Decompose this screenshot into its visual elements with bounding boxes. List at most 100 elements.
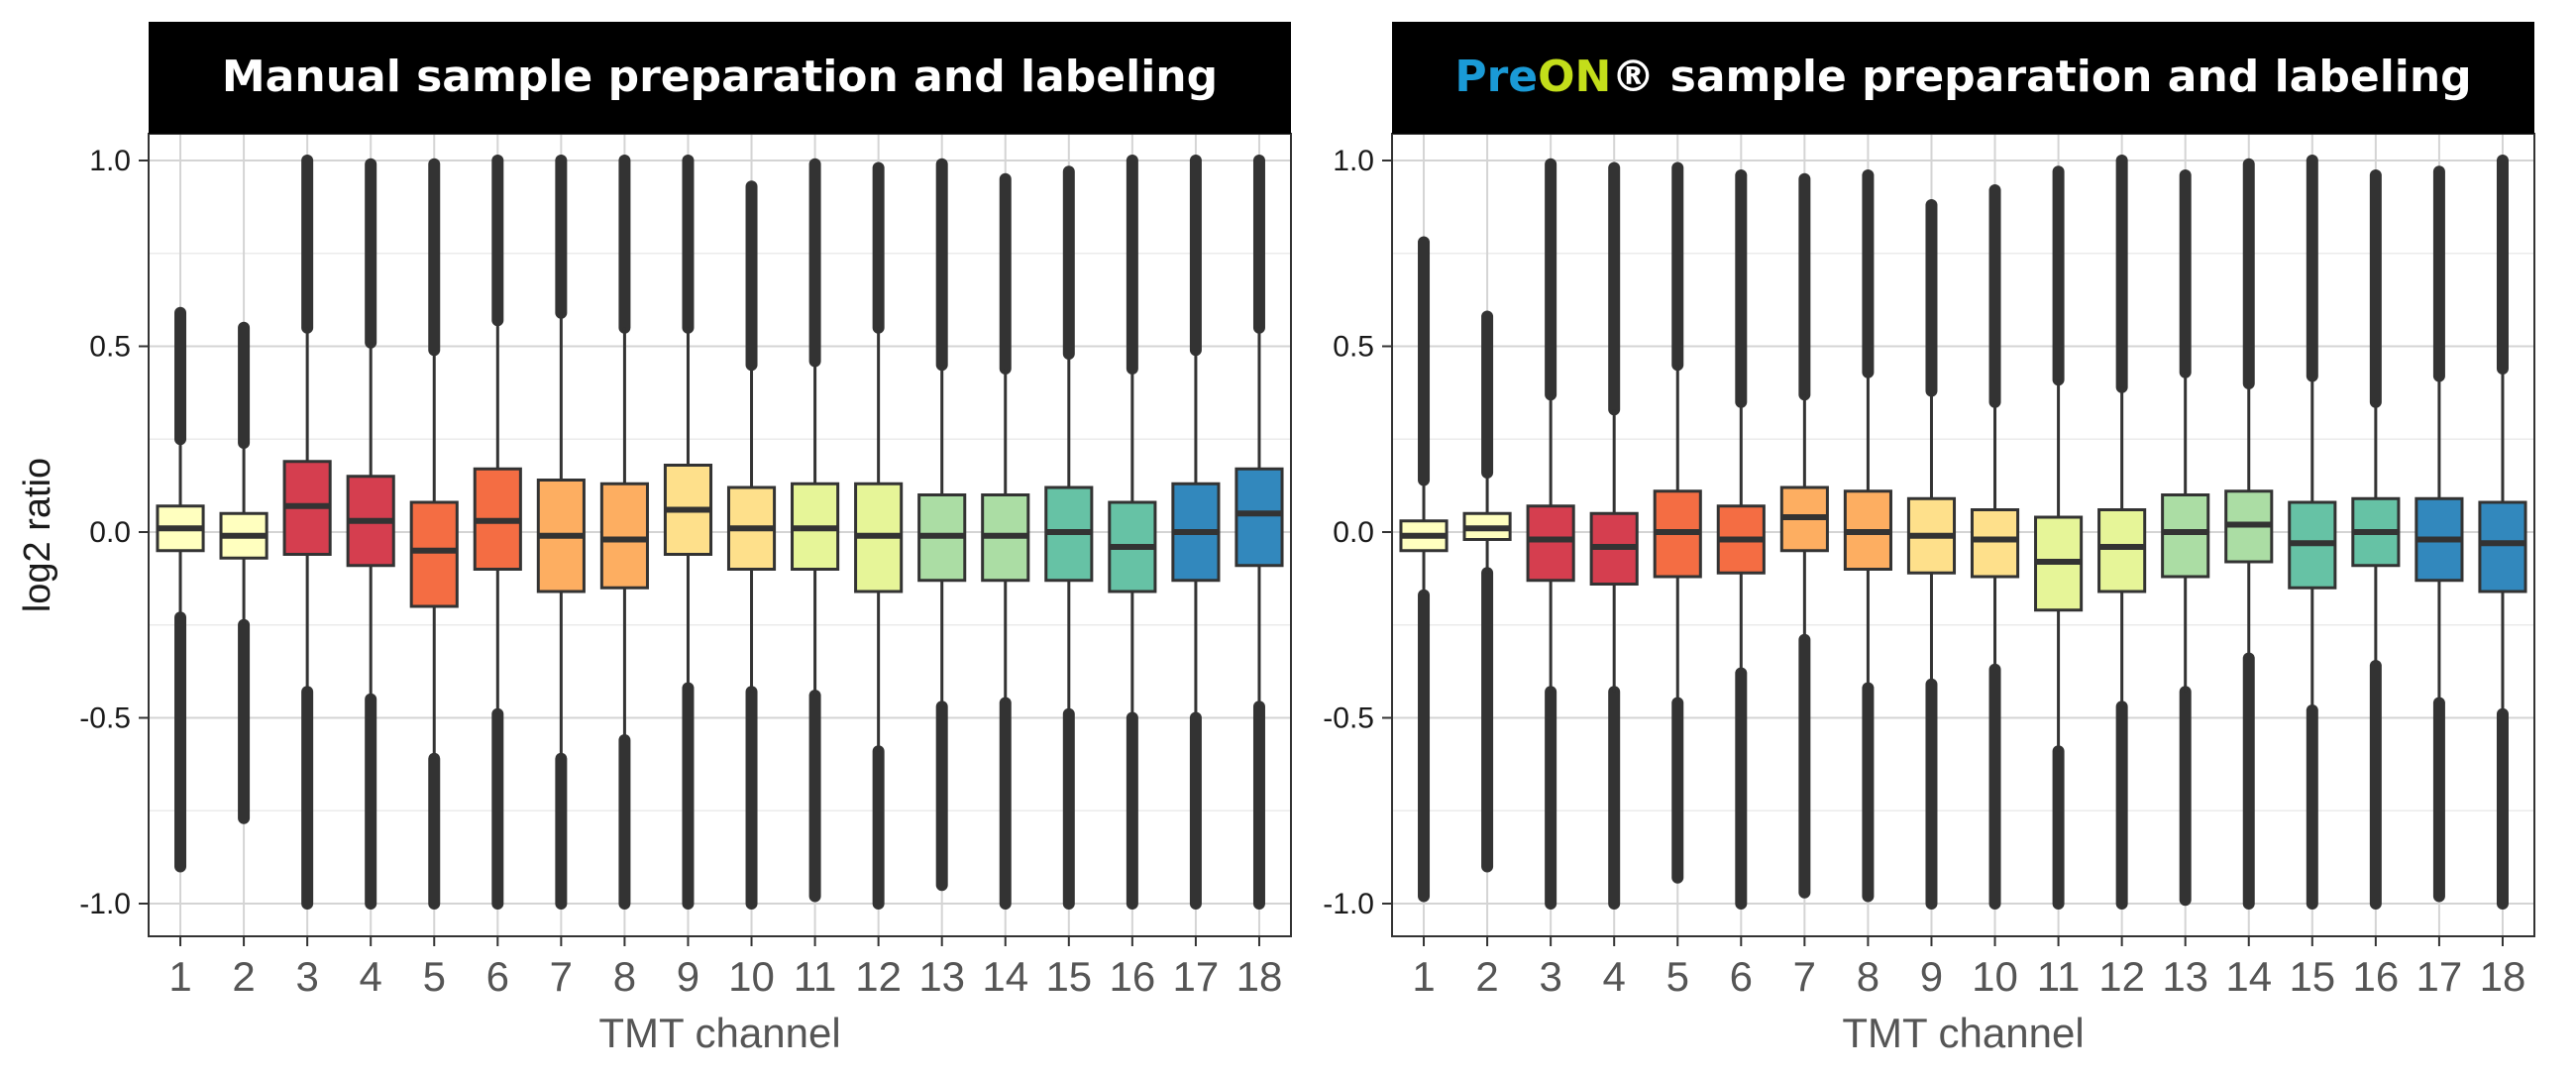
x-tick-label: 14 (982, 953, 1028, 1000)
panel-title: Manual sample preparation and labeling (222, 52, 1218, 102)
box-iqr (1234, 467, 1284, 568)
x-tick-label: 8 (1857, 953, 1879, 1000)
box-channel-11 (791, 158, 840, 903)
x-tick-label: 12 (855, 953, 902, 1000)
box-iqr (409, 500, 459, 608)
x-tick-label: 2 (1475, 953, 1498, 1000)
box-channel-6 (1716, 169, 1766, 910)
panel-manual: Manual sample preparation and labeling 1.… (17, 22, 1292, 1056)
box-channel-18 (1234, 155, 1284, 910)
box-channel-3 (282, 155, 332, 910)
box-channel-2 (1462, 310, 1512, 873)
box-channel-18 (2478, 155, 2527, 910)
x-tick-label: 9 (677, 953, 699, 1000)
box-channel-16 (1108, 155, 1157, 910)
y-tick-label: 0.0 (89, 516, 131, 549)
title-part: sample preparation and labeling (1655, 52, 2471, 102)
box-channel-14 (2224, 158, 2274, 910)
x-tick-label: 15 (2289, 953, 2335, 1000)
x-tick-label: 11 (2037, 953, 2081, 1000)
y-tick-label: 0.0 (1333, 516, 1374, 549)
x-tick-label: 7 (1793, 953, 1816, 1000)
box-channel-4 (1589, 161, 1639, 910)
x-tick-label: 3 (295, 953, 318, 1000)
x-tick-label: 4 (1603, 953, 1626, 1000)
x-tick-label: 18 (1236, 953, 1283, 1000)
box-channel-13 (917, 158, 967, 892)
box-iqr (599, 482, 649, 590)
title-part: ON (1538, 52, 1611, 102)
y-tick-label: 1.0 (89, 145, 131, 177)
box-channel-9 (1906, 199, 1957, 910)
title-part: Pre (1454, 52, 1538, 102)
box-channel-11 (2034, 165, 2084, 910)
x-tick-label: 14 (2225, 953, 2272, 1000)
box-channel-4 (346, 158, 395, 910)
x-tick-label: 6 (486, 953, 509, 1000)
box-channel-15 (2288, 155, 2337, 910)
x-tick-label: 13 (2162, 953, 2208, 1000)
y-tick-label: -1.0 (1323, 888, 1374, 920)
box-channel-5 (409, 158, 459, 910)
box-channel-15 (1044, 165, 1094, 910)
title-part: ® (1611, 52, 1655, 102)
x-tick-label: 16 (1110, 953, 1156, 1000)
box-channel-10 (726, 180, 777, 910)
box-channel-1 (156, 306, 205, 873)
y-tick-label: -0.5 (1323, 702, 1374, 735)
x-tick-label: 10 (1972, 953, 2018, 1000)
box-channel-5 (1653, 161, 1702, 884)
x-tick-label: 16 (2353, 953, 2400, 1000)
x-tick-label: 1 (1412, 953, 1435, 1000)
x-axis-label: TMT channel (1842, 1010, 2084, 1056)
x-tick-label: 6 (1730, 953, 1753, 1000)
box-channel-14 (981, 172, 1030, 910)
x-tick-label: 5 (1666, 953, 1689, 1000)
box-channel-13 (2161, 169, 2210, 907)
plot-background (1392, 134, 2534, 936)
y-tick-label: 1.0 (1333, 145, 1374, 177)
box-iqr (2097, 508, 2147, 593)
x-tick-label: 1 (168, 953, 191, 1000)
y-axis-label: log2 ratio (17, 458, 58, 612)
x-tick-label: 13 (918, 953, 965, 1000)
box-iqr (1526, 504, 1575, 583)
y-tick-label: -1.0 (79, 888, 131, 920)
x-tick-label: 11 (794, 953, 837, 1000)
x-tick-label: 3 (1539, 953, 1561, 1000)
box-iqr (2161, 493, 2210, 579)
box-channel-2 (219, 321, 268, 824)
box-channel-8 (599, 155, 649, 910)
box-channel-16 (2351, 169, 2401, 910)
box-channel-7 (536, 155, 586, 910)
box-channel-3 (1526, 158, 1575, 910)
x-tick-label: 12 (2098, 953, 2145, 1000)
box-channel-17 (2415, 165, 2464, 903)
x-tick-label: 10 (728, 953, 775, 1000)
box-iqr (2478, 500, 2527, 593)
panel-preon: PreON® sample preparation and labeling 1.… (1323, 22, 2535, 1056)
x-tick-label: 2 (232, 953, 255, 1000)
box-channel-8 (1843, 169, 1892, 903)
x-tick-label: 8 (613, 953, 636, 1000)
box-channel-10 (1970, 184, 2020, 910)
x-tick-label: 5 (423, 953, 446, 1000)
box-channel-12 (854, 161, 904, 910)
box-channel-17 (1171, 155, 1221, 910)
box-channel-7 (1779, 172, 1829, 899)
x-tick-label: 7 (550, 953, 573, 1000)
title-strip (149, 22, 1291, 134)
y-tick-label: -0.5 (79, 702, 131, 735)
box-channel-1 (1399, 236, 1449, 903)
box-channel-9 (663, 155, 713, 910)
plot-background (149, 134, 1291, 936)
y-tick-label: 0.5 (89, 331, 131, 364)
x-tick-label: 17 (1173, 953, 1220, 1000)
x-tick-label: 18 (2480, 953, 2526, 1000)
box-channel-12 (2097, 155, 2147, 910)
x-axis-label: TMT channel (598, 1010, 840, 1056)
x-tick-label: 17 (2416, 953, 2463, 1000)
x-tick-label: 9 (1920, 953, 1943, 1000)
